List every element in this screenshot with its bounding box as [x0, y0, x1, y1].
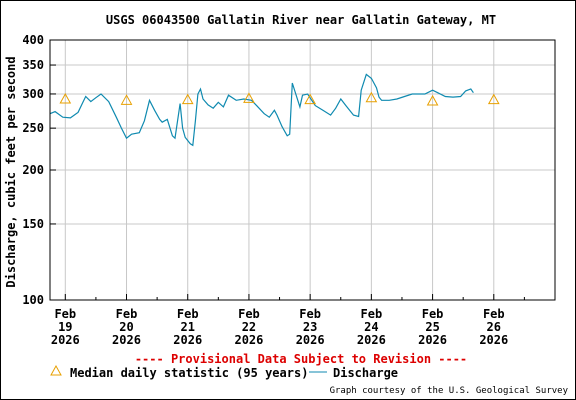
y-tick-label: 100: [22, 293, 44, 307]
provisional-note: ---- Provisional Data Subject to Revisio…: [135, 352, 467, 366]
y-tick-label: 350: [22, 58, 44, 72]
x-tick-label: 2026: [357, 333, 386, 347]
median-legend-triangle-icon: [50, 364, 62, 376]
x-tick-label: Feb: [483, 307, 505, 321]
x-tick-label: Feb: [116, 307, 138, 321]
median-point: [426, 94, 439, 106]
x-tick-label: 25: [425, 320, 439, 334]
median-point: [120, 94, 133, 105]
chart-credit: Graph courtesy of the U.S. Geological Su…: [330, 386, 569, 396]
x-tick-label: 2026: [51, 333, 80, 347]
median-point: [181, 93, 194, 105]
x-tick-label: 24: [364, 320, 378, 334]
discharge-line: [49, 73, 474, 147]
legend-discharge-label: Discharge: [333, 366, 398, 380]
y-tick-labels: 100 150 200 250 300 350 400: [22, 33, 44, 307]
y-tick-label: 200: [22, 163, 44, 177]
chart-title: USGS 06043500 Gallatin River near Gallat…: [106, 13, 496, 27]
x-tick-label: 26: [487, 320, 501, 334]
y-axis-label: Discharge, cubic feet per second: [4, 56, 18, 287]
x-tick-label: Feb: [238, 307, 260, 321]
median-point: [59, 92, 72, 104]
grid-lines: [50, 39, 555, 301]
x-tick-label: 2026: [173, 333, 202, 347]
x-tick-label: Feb: [54, 307, 76, 321]
median-point: [365, 91, 378, 103]
x-tick-label: 2026: [479, 333, 508, 347]
legend-median-label: Median daily statistic (95 years): [70, 366, 308, 380]
x-tick-label: 23: [303, 320, 317, 334]
x-tick-labels: Feb192026Feb202026Feb212026Feb222026Feb2…: [51, 307, 508, 347]
x-tick-label: 19: [58, 320, 72, 334]
x-tick-label: Feb: [422, 307, 444, 321]
x-tick-label: 2026: [234, 333, 263, 347]
x-tick-label: Feb: [177, 307, 199, 321]
x-tick-label: 2026: [112, 333, 141, 347]
plot-area-border: [49, 39, 556, 301]
median-point: [243, 92, 255, 103]
x-tick-label: 22: [242, 320, 256, 334]
y-tick-label: 400: [22, 33, 44, 47]
legend: Median daily statistic (95 years) Discha…: [50, 364, 398, 380]
median-series: [59, 91, 500, 106]
x-tick-label: 20: [119, 320, 133, 334]
x-tick-label: 2026: [418, 333, 447, 347]
y-tick-label: 300: [22, 87, 44, 101]
x-tick-label: 2026: [296, 333, 325, 347]
x-tick-label: 21: [181, 320, 195, 334]
discharge-series: [49, 73, 474, 147]
y-tick-label: 150: [22, 217, 44, 231]
x-tick-label: Feb: [361, 307, 383, 321]
y-tick-label: 250: [22, 121, 44, 135]
median-point: [487, 93, 500, 105]
median-point: [304, 93, 317, 105]
x-tick-label: Feb: [299, 307, 321, 321]
